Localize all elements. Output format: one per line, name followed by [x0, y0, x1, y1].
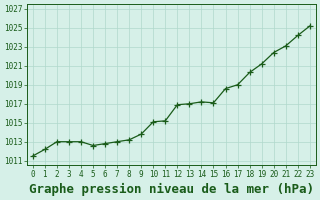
X-axis label: Graphe pression niveau de la mer (hPa): Graphe pression niveau de la mer (hPa) [29, 183, 314, 196]
